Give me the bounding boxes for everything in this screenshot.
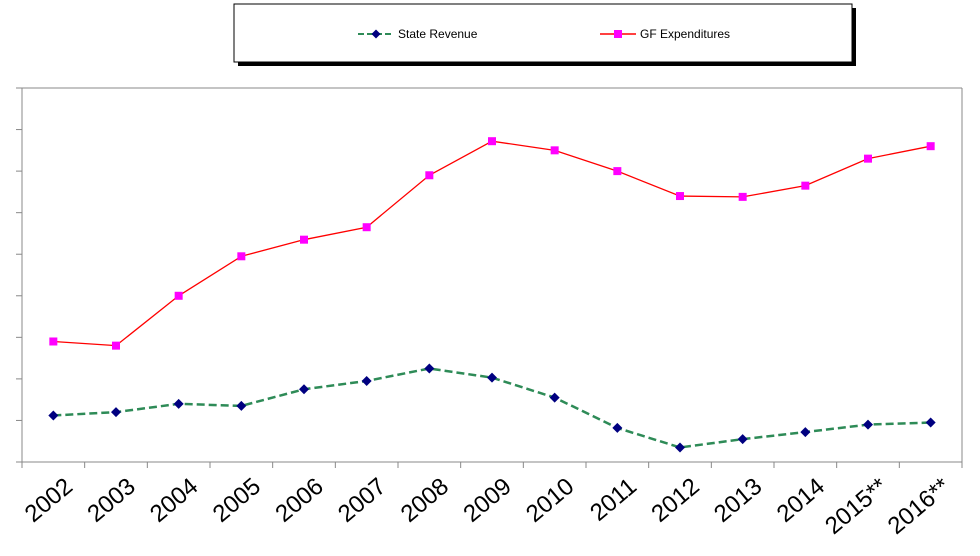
x-tick-label: 2007: [333, 473, 391, 528]
data-point: [361, 375, 372, 386]
data-point: [487, 372, 497, 383]
series-layer: [48, 137, 936, 453]
data-point: [864, 154, 872, 163]
x-tick-label: 2002: [20, 473, 78, 528]
x-tick-label: 2008: [396, 473, 454, 528]
x-tick-label: 2013: [709, 473, 767, 528]
data-point: [738, 192, 747, 201]
x-tick-label: 2015**: [820, 473, 893, 540]
legend: State Revenue GF Expenditures: [233, 3, 856, 66]
series-gf-expenditures: [49, 137, 935, 350]
series-line: [53, 367, 931, 449]
data-point: [299, 384, 309, 395]
series-line: [53, 140, 931, 347]
data-point: [801, 181, 810, 190]
data-point: [112, 341, 120, 350]
data-point: [425, 171, 434, 180]
x-tick-label: 2003: [82, 473, 140, 528]
data-point: [111, 407, 121, 418]
series-state-revenue: [48, 363, 936, 453]
data-point: [49, 337, 58, 346]
x-tick-label: 2005: [208, 473, 266, 528]
x-axis: 2002 2003 2004 2005 2006 2007 2008 2009 2010 2011…: [20, 461, 963, 540]
data-point: [300, 235, 308, 244]
data-point: [236, 400, 247, 411]
data-point: [174, 291, 183, 300]
data-point: [737, 434, 748, 445]
data-point: [237, 252, 246, 261]
data-point: [676, 192, 684, 201]
x-tick-label: 2011: [585, 473, 642, 527]
x-tick-label: 2016**: [883, 473, 956, 540]
legend-marker-gf-expenditures: [614, 30, 622, 38]
legend-label-state-revenue: State Revenue: [398, 27, 478, 41]
x-tick-label: 2004: [145, 473, 203, 528]
data-point: [675, 442, 685, 453]
data-point: [550, 146, 559, 155]
y-axis: [16, 87, 23, 463]
data-point: [613, 167, 622, 176]
data-point: [173, 398, 184, 409]
legend-box: [233, 3, 853, 63]
data-point: [926, 142, 935, 151]
legend-marker-state-revenue: [371, 29, 381, 39]
data-point: [48, 410, 59, 421]
data-point: [362, 223, 371, 232]
legend-label-gf-expenditures: GF Expenditures: [640, 27, 730, 41]
data-point: [549, 392, 560, 403]
data-point: [863, 419, 873, 430]
x-tick-label: 2006: [270, 473, 328, 528]
data-point: [800, 427, 811, 438]
x-tick-label: 2012: [646, 473, 704, 528]
data-point: [612, 422, 623, 433]
data-point: [925, 417, 936, 428]
x-tick-label: 2010: [521, 473, 579, 528]
data-point: [424, 363, 435, 374]
data-point: [488, 137, 496, 146]
x-tick-label: 2009: [458, 473, 516, 528]
